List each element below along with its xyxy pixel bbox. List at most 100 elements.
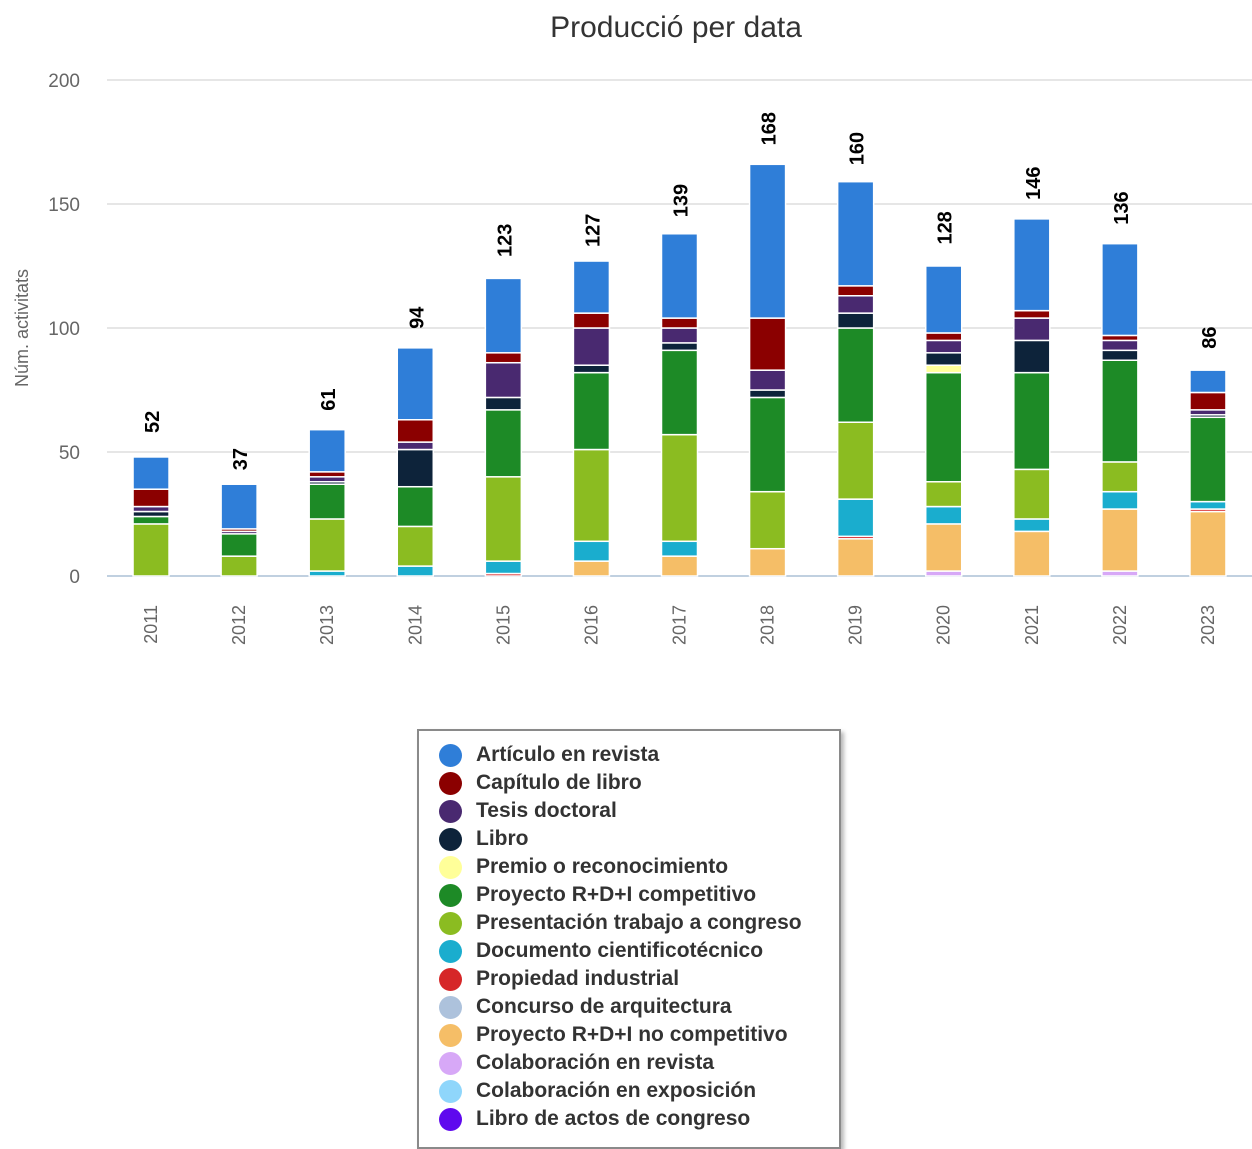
bar-segment	[836, 327, 875, 423]
legend-marker-icon	[439, 743, 462, 767]
bar-segment	[924, 371, 963, 483]
bar-segment	[572, 260, 611, 314]
legend-label: Proyecto R+D+I no competitivo	[476, 1023, 788, 1046]
x-tick-label: 2022	[1110, 605, 1130, 645]
bar-segment	[836, 538, 875, 577]
bar-segment	[1013, 518, 1051, 533]
legend-item[interactable]: Concurso de arquitectura	[439, 993, 839, 1021]
bar-segment	[1013, 468, 1051, 520]
legend-label: Capítulo de libro	[476, 771, 642, 794]
legend-item[interactable]: Libro de actos de congreso	[439, 1105, 839, 1133]
bar-segment	[924, 265, 963, 334]
legend-item[interactable]: Colaboración en exposición	[439, 1077, 839, 1105]
bar-segment	[1013, 218, 1051, 312]
bar-segment	[572, 312, 611, 329]
bar-segment	[132, 515, 170, 525]
bar-segment	[660, 342, 699, 352]
bar-segment	[1101, 359, 1139, 463]
bar-segment	[1101, 461, 1139, 493]
bar-segment	[924, 481, 963, 508]
data-label-total: 123	[494, 224, 516, 257]
bar-segment	[924, 364, 963, 374]
bar-segment	[484, 476, 523, 562]
bar-segment	[748, 547, 787, 577]
legend-marker-icon	[439, 799, 462, 823]
x-tick-label: 2011	[141, 605, 161, 644]
bar-segment	[1013, 317, 1051, 342]
legend-label: Premio o reconocimiento	[476, 855, 729, 878]
bar-segment	[836, 498, 875, 538]
bar-segment	[748, 163, 787, 319]
legend-marker-icon	[439, 827, 462, 851]
bar-segment	[1101, 339, 1139, 352]
data-label-total: 61	[318, 388, 340, 410]
bar-segment	[572, 540, 611, 562]
bar-segment	[748, 369, 787, 391]
x-tick-label: 2019	[846, 605, 866, 645]
bar-segment	[748, 396, 787, 493]
bar-segment	[1101, 508, 1139, 572]
bar-segment	[1189, 500, 1227, 510]
legend-item[interactable]: Presentación trabajo a congreso	[439, 909, 839, 937]
legend-item[interactable]: Proyecto R+D+I competitivo	[439, 881, 839, 909]
data-label-total: 160	[847, 132, 869, 165]
legend-item[interactable]: Libro	[439, 825, 839, 853]
bar-segment	[660, 317, 699, 329]
bar-segment	[572, 364, 611, 374]
bar-segment	[1101, 349, 1139, 361]
bar-segment	[924, 505, 963, 525]
bar-segment	[924, 352, 963, 366]
x-tick-label: 2018	[758, 605, 778, 645]
legend-item[interactable]: Proyecto R+D+I no competitivo	[439, 1021, 839, 1049]
y-axis-label: Núm. activitats	[12, 269, 32, 387]
bar-segment	[1189, 510, 1227, 577]
legend-item[interactable]: Tesis doctoral	[439, 797, 839, 825]
bar-segment	[924, 523, 963, 572]
bar-segment	[924, 332, 963, 342]
legend-marker-icon	[439, 1079, 462, 1103]
bar-segment	[836, 421, 875, 500]
bar-segment	[308, 428, 346, 473]
bar-segment	[836, 312, 875, 329]
legend-item[interactable]: Capítulo de libro	[439, 769, 839, 797]
bar-segment	[836, 295, 875, 314]
bar-segment	[132, 456, 170, 490]
bar-segment	[220, 533, 258, 557]
data-label-total: 168	[759, 112, 781, 145]
chart-legend: Artículo en revista Capítulo de libro Tesi…	[417, 729, 841, 1149]
legend-item[interactable]: Propiedad industrial	[439, 965, 839, 993]
y-tick-label: 0	[69, 567, 80, 588]
legend-label: Documento cientificotécnico	[476, 939, 764, 962]
bar-segment	[748, 490, 787, 550]
bar-segment	[484, 361, 523, 399]
x-tick-label: 2012	[229, 605, 249, 645]
data-label-total: 94	[406, 306, 428, 329]
x-tick-label: 2020	[934, 605, 954, 645]
bar-segment	[1189, 369, 1227, 394]
legend-label: Artículo en revista	[476, 743, 660, 766]
x-tick-label: 2016	[581, 605, 601, 645]
x-tick-label: 2013	[317, 605, 337, 645]
bar-segment	[660, 233, 699, 319]
bar-segment	[572, 560, 611, 577]
bar-segment	[1013, 309, 1051, 319]
legend-marker-icon	[439, 967, 462, 991]
bar-segment	[572, 448, 611, 543]
legend-label: Colaboración en exposición	[476, 1079, 757, 1102]
chart-title: Producció per data	[550, 11, 802, 44]
x-tick-label: 2015	[493, 605, 513, 645]
bar-segment	[396, 347, 435, 421]
bar-segment	[660, 327, 699, 344]
legend-item[interactable]: Premio o reconocimiento	[439, 853, 839, 881]
legend-item[interactable]: Colaboración en revista	[439, 1049, 839, 1077]
bar-segment	[1189, 391, 1227, 411]
bar-segment	[396, 485, 435, 528]
bar-segment	[132, 488, 170, 508]
bar-segment	[836, 285, 875, 297]
bar-segment	[836, 180, 875, 287]
legend-item[interactable]: Documento cientificotécnico	[439, 937, 839, 965]
legend-item[interactable]: Artículo en revista	[439, 741, 839, 769]
bar-segment	[1013, 371, 1051, 471]
legend-label: Presentación trabajo a congreso	[476, 911, 802, 934]
bar-segment	[572, 327, 611, 366]
